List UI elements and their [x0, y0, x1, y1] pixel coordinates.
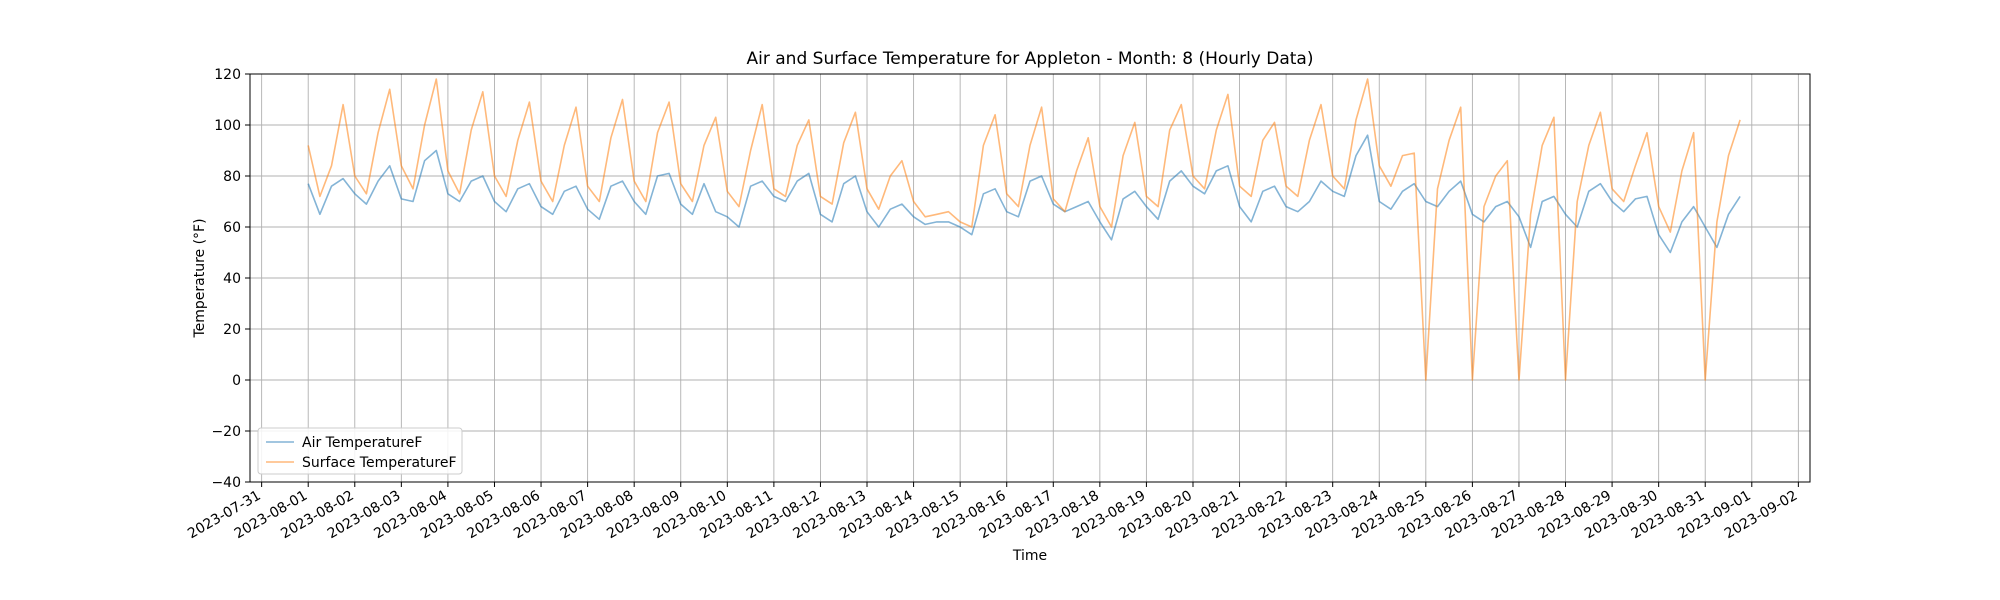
y-tick-label: 20: [223, 322, 241, 338]
legend-label: Surface TemperatureF: [302, 455, 457, 471]
y-tick-label: −20: [211, 424, 241, 440]
x-axis-ticks: 2023-07-312023-08-012023-08-022023-08-03…: [185, 482, 1800, 542]
y-tick-label: 120: [214, 67, 241, 83]
y-tick-label: 0: [232, 373, 241, 389]
y-tick-label: 60: [223, 220, 241, 236]
y-axis-ticks: −40 −20 0 20 40 60 80 100 120: [211, 67, 250, 491]
y-tick-label: −40: [211, 475, 241, 491]
series-line: [307, 134, 1741, 254]
series-lines: [307, 78, 1741, 381]
y-tick-label: 100: [214, 118, 241, 134]
y-axis-title: Temperature (°F): [192, 218, 208, 338]
series-line: [307, 78, 1741, 381]
grid: [250, 73, 1810, 483]
y-tick-label: 80: [223, 169, 241, 185]
y-tick-label: 40: [223, 271, 241, 287]
legend: Air TemperatureF Surface TemperatureF: [257, 427, 463, 475]
chart-title: Air and Surface Temperature for Appleton…: [747, 49, 1314, 69]
legend-label: Air TemperatureF: [302, 435, 422, 451]
legend-box: [257, 427, 463, 475]
x-axis-title: Time: [1012, 548, 1047, 564]
